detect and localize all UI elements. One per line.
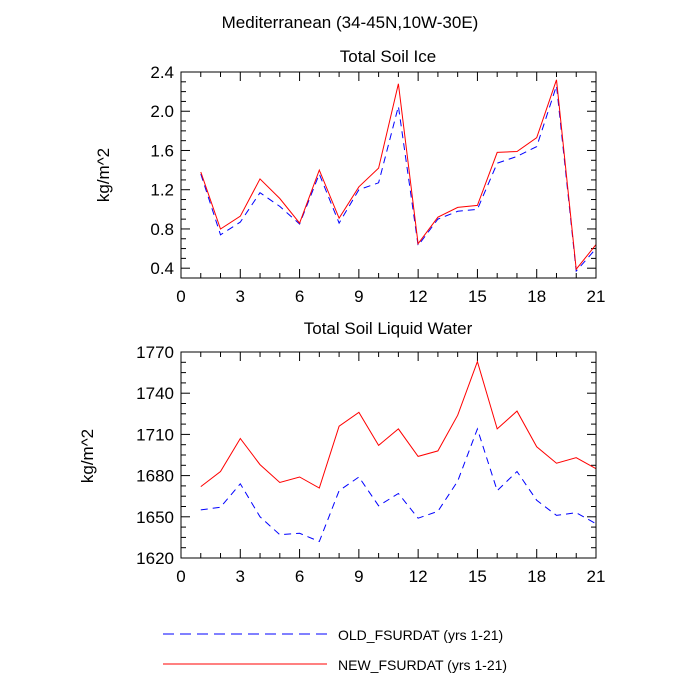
soil-liquid-plot-frame bbox=[180, 351, 597, 559]
soil-ice-ytick-label: 2.0 bbox=[150, 102, 174, 121]
soil-ice-series-new-line bbox=[200, 79, 597, 271]
soil-liquid-series-new-line bbox=[200, 360, 597, 489]
soil-liquid-xtick-label: 15 bbox=[468, 567, 487, 586]
soil-ice-ytick-label: 0.4 bbox=[150, 259, 174, 278]
soil-liquid-ytick-label: 1740 bbox=[136, 384, 174, 403]
soil-liquid-ytick-label: 1620 bbox=[136, 549, 174, 568]
soil-ice-xtick-label: 0 bbox=[176, 287, 185, 306]
soil-ice-xtick-label: 18 bbox=[527, 287, 546, 306]
soil-liquid-xtick-label: 12 bbox=[409, 567, 428, 586]
soil-ice-ticks: 0 3 6 9 12 15 18 21 0.4 0.8 1.2 1.6 2.0 2.4 bbox=[150, 63, 605, 306]
soil-liquid-xtick-label: 0 bbox=[176, 567, 185, 586]
soil-liquid-series-old-line bbox=[200, 427, 597, 543]
soil-liquid-ytick-label: 1680 bbox=[136, 467, 174, 486]
soil-liquid-xtick-label: 9 bbox=[354, 567, 363, 586]
figure-title: Mediterranean (34-45N,10W-30E) bbox=[222, 13, 479, 32]
soil-ice-xtick-label: 15 bbox=[468, 287, 487, 306]
soil-liquid-ticks: 0 3 6 9 12 15 18 21 1620 1650 1680 1710 1740 1770 bbox=[136, 343, 605, 586]
legend-old-label: OLD_FSURDAT (yrs 1-21) bbox=[338, 627, 503, 643]
soil-liquid-panel: Total Soil Liquid Water kg/m^2 0 3 6 9 12 15 1… bbox=[78, 319, 605, 586]
soil-ice-ytick-label: 1.2 bbox=[150, 181, 174, 200]
soil-liquid-ytick-label: 1650 bbox=[136, 508, 174, 527]
soil-ice-xtick-label: 6 bbox=[295, 287, 304, 306]
soil-ice-xtick-label: 21 bbox=[587, 287, 606, 306]
soil-liquid-ylabel: kg/m^2 bbox=[78, 429, 97, 483]
soil-ice-series bbox=[200, 79, 597, 273]
soil-ice-ytick-label: 2.4 bbox=[150, 63, 174, 82]
legend: OLD_FSURDAT (yrs 1-21) NEW_FSURDAT (yrs … bbox=[163, 627, 507, 673]
soil-ice-xtick-label: 3 bbox=[236, 287, 245, 306]
soil-ice-xtick-label: 12 bbox=[409, 287, 428, 306]
soil-liquid-title: Total Soil Liquid Water bbox=[304, 319, 473, 338]
soil-liquid-xtick-label: 18 bbox=[527, 567, 546, 586]
legend-new-label: NEW_FSURDAT (yrs 1-21) bbox=[338, 657, 507, 673]
soil-liquid-xtick-label: 3 bbox=[236, 567, 245, 586]
soil-liquid-xtick-label: 6 bbox=[295, 567, 304, 586]
soil-ice-ytick-label: 1.6 bbox=[150, 141, 174, 160]
soil-liquid-series bbox=[200, 360, 597, 543]
soil-liquid-ytick-label: 1770 bbox=[136, 343, 174, 362]
soil-liquid-xtick-label: 21 bbox=[587, 567, 606, 586]
soil-ice-xtick-label: 9 bbox=[354, 287, 363, 306]
soil-ice-plot-frame bbox=[180, 71, 597, 279]
soil-liquid-ytick-label: 1710 bbox=[136, 425, 174, 444]
soil-ice-ytick-label: 0.8 bbox=[150, 220, 174, 239]
soil-ice-title: Total Soil Ice bbox=[340, 47, 436, 66]
soil-ice-panel: Total Soil Ice kg/m^2 0 3 6 9 12 15 18 21 0.4 0.8… bbox=[94, 47, 605, 306]
soil-ice-ylabel: kg/m^2 bbox=[94, 148, 113, 202]
